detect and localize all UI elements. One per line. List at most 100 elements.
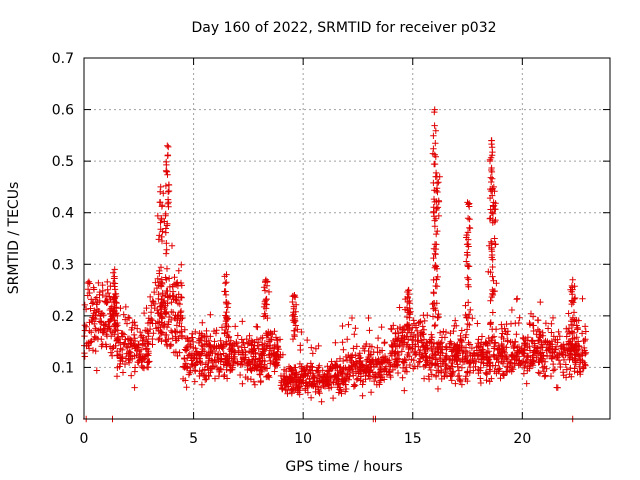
data-point (223, 322, 230, 330)
data-point (150, 330, 157, 337)
data-point (93, 367, 100, 374)
data-point (166, 275, 173, 282)
data-point (222, 359, 229, 366)
data-point (486, 215, 493, 222)
data-point (198, 381, 206, 388)
data-point (473, 347, 481, 354)
data-point (103, 331, 110, 338)
data-point (496, 365, 503, 372)
data-point (399, 364, 407, 372)
data-point (101, 298, 109, 305)
data-point (149, 317, 156, 324)
data-point (484, 342, 491, 349)
data-point (399, 374, 406, 381)
data-point (149, 335, 156, 343)
data-point (406, 361, 414, 369)
data-point (524, 344, 531, 351)
data-point (315, 342, 322, 350)
data-point (432, 140, 439, 147)
data-point (138, 358, 145, 365)
data-point (171, 327, 178, 335)
data-point (541, 358, 549, 365)
data-point (489, 192, 496, 199)
data-point (431, 300, 438, 307)
data-point (81, 301, 88, 309)
y-axis-ticks: 0 0.1 0.2 0.3 0.4 0.5 0.6 0.7 (52, 51, 610, 428)
data-point (539, 364, 546, 371)
data-point (247, 365, 254, 372)
data-point (156, 311, 164, 319)
data-point (345, 351, 352, 359)
data-point (568, 298, 576, 305)
data-point (302, 371, 309, 379)
data-point (426, 339, 434, 346)
data-point (140, 334, 147, 341)
data-point (465, 263, 472, 270)
data-point (466, 200, 473, 207)
data-point (259, 334, 266, 341)
data-point (490, 183, 497, 191)
data-point (256, 371, 263, 378)
data-point (464, 314, 472, 322)
data-point (112, 320, 119, 327)
data-point (454, 363, 461, 370)
data-point (432, 373, 440, 380)
data-point (488, 168, 496, 176)
data-point (408, 356, 415, 363)
data-point (253, 323, 260, 330)
data-point (515, 357, 522, 365)
data-point (164, 142, 171, 149)
data-point (478, 333, 486, 340)
data-point (143, 327, 151, 334)
data-point (292, 301, 300, 308)
data-point (253, 366, 261, 373)
data-points (81, 106, 590, 423)
data-point (474, 320, 481, 327)
data-point (434, 227, 441, 235)
data-point (236, 371, 244, 379)
data-point (242, 373, 249, 381)
data-point (131, 319, 138, 326)
data-point (550, 360, 557, 368)
data-point (97, 326, 104, 333)
data-point (541, 363, 548, 370)
data-point (427, 355, 435, 362)
data-point (357, 366, 364, 373)
x-tick-label: 20 (513, 431, 531, 447)
data-point (176, 349, 183, 356)
data-point (163, 265, 171, 272)
data-point (466, 224, 473, 231)
data-point (114, 364, 121, 371)
data-point (164, 300, 171, 307)
data-point (89, 318, 96, 325)
data-point (109, 329, 116, 336)
data-point (535, 359, 542, 366)
data-point (340, 346, 347, 353)
data-point (500, 371, 507, 378)
data-point (316, 390, 323, 397)
data-point (265, 288, 273, 296)
data-point (426, 354, 433, 361)
y-tick-label: 0.5 (52, 154, 74, 170)
data-point (345, 321, 352, 328)
data-point (430, 132, 437, 139)
data-point (271, 368, 278, 375)
data-point (131, 384, 138, 391)
data-point (435, 368, 442, 376)
data-point (458, 344, 465, 351)
y-tick-label: 0.1 (52, 360, 74, 376)
data-point (171, 274, 178, 281)
data-point (401, 387, 408, 394)
data-point (117, 360, 124, 368)
data-point (205, 349, 213, 356)
data-point (520, 358, 527, 365)
data-point (452, 345, 460, 352)
data-point (450, 327, 457, 335)
data-point (188, 350, 196, 357)
data-point (157, 264, 165, 271)
data-point (375, 370, 382, 378)
data-point (457, 332, 464, 340)
data-point (378, 323, 385, 331)
data-point (250, 345, 257, 352)
data-point (486, 378, 493, 385)
